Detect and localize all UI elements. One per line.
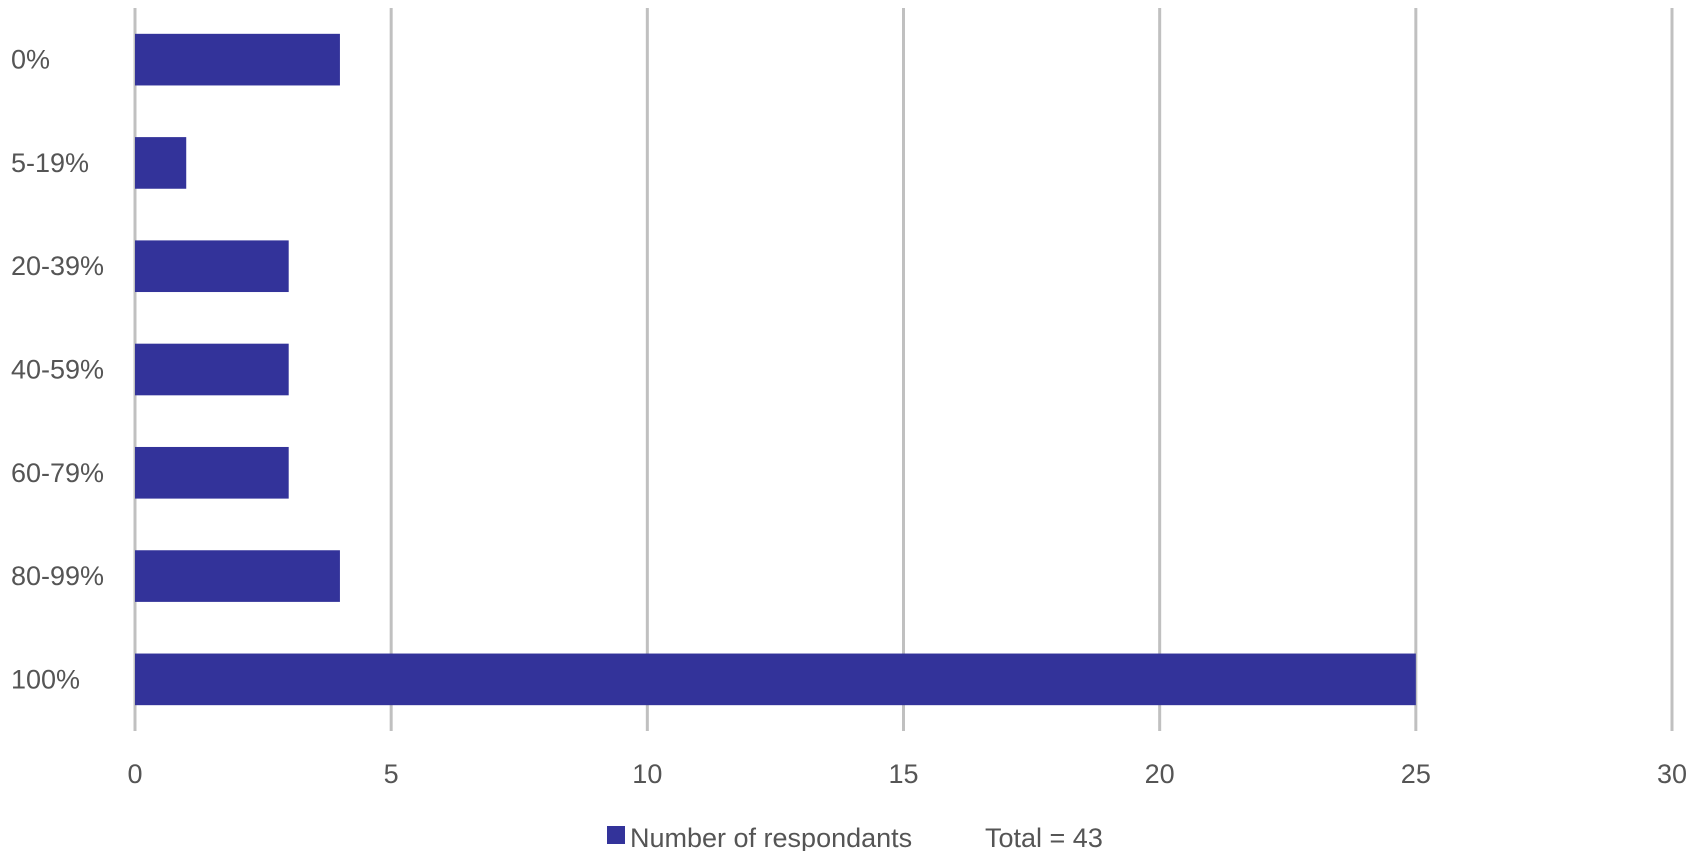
x-tick-label: 25 <box>1401 759 1431 789</box>
category-label: 5-19% <box>11 148 89 178</box>
category-label: 0% <box>11 45 50 75</box>
bar <box>135 33 340 86</box>
x-tick-label: 0 <box>127 759 142 789</box>
category-label: 60-79% <box>11 458 104 488</box>
x-tick-label: 10 <box>632 759 662 789</box>
x-tick-label: 20 <box>1145 759 1175 789</box>
legend: Number of respondants Total = 43 <box>607 823 1103 851</box>
bar <box>135 240 289 293</box>
legend-total-text: Total = 43 <box>985 823 1103 851</box>
bar <box>135 446 289 499</box>
legend-label: Number of respondants <box>630 823 912 851</box>
category-label: 20-39% <box>11 251 104 281</box>
category-labels: 0% 5-19% 20-39% 40-59% 60-79% 80-99% 100% <box>11 45 104 695</box>
category-label: 100% <box>11 664 80 694</box>
x-tick-labels: 0 5 10 15 20 25 30 <box>127 759 1687 789</box>
bar <box>135 343 289 396</box>
bars <box>135 33 1416 706</box>
legend-swatch <box>607 826 625 844</box>
x-tick-label: 30 <box>1657 759 1687 789</box>
bar <box>135 137 187 189</box>
gridlines <box>133 8 1674 731</box>
bar <box>135 550 340 602</box>
category-label: 80-99% <box>11 561 104 591</box>
bar <box>135 653 1416 706</box>
x-tick-label: 15 <box>888 759 918 789</box>
x-tick-label: 5 <box>384 759 399 789</box>
category-label: 40-59% <box>11 355 104 385</box>
